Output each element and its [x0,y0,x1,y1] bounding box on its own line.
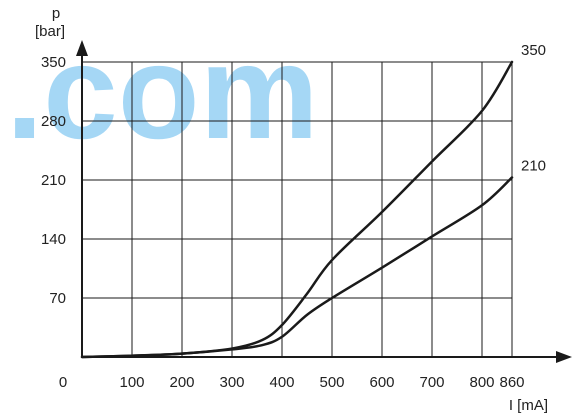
x-tick-label: 200 [169,374,194,391]
x-axis-arrow [556,351,572,363]
x-tick-label: 0 [59,374,67,391]
watermark: .com [6,18,319,167]
axes [76,40,572,363]
x-axis-label: I [mA] [509,397,548,414]
y-axis-arrow [76,40,88,56]
y-tick-label: 210 [41,172,66,189]
x-tick-label: 500 [319,374,344,391]
tick-labels: 0 100 200 300 400 500 600 700 800 860 70 140 210 280 3… [41,54,525,391]
x-tick-label: 800 [469,374,494,391]
series-label: 350 [521,42,546,59]
y-tick-label: 280 [41,113,66,130]
x-tick-label: 100 [119,374,144,391]
y-tick-label: 70 [49,290,66,307]
y-tick-label: 350 [41,54,66,71]
x-tick-label: 300 [219,374,244,391]
series-label: 210 [521,157,546,174]
x-tick-label: 400 [269,374,294,391]
x-tick-label: 600 [369,374,394,391]
y-axis-unit: [bar] [35,23,65,40]
x-tick-label: 860 [499,374,524,391]
series: 350 210 [80,42,546,359]
y-tick-label: 140 [41,231,66,248]
y-axis-symbol: p [52,5,60,22]
series-line [80,176,514,359]
x-tick-label: 700 [419,374,444,391]
grid [82,61,513,357]
watermark-text: .com [6,18,319,167]
